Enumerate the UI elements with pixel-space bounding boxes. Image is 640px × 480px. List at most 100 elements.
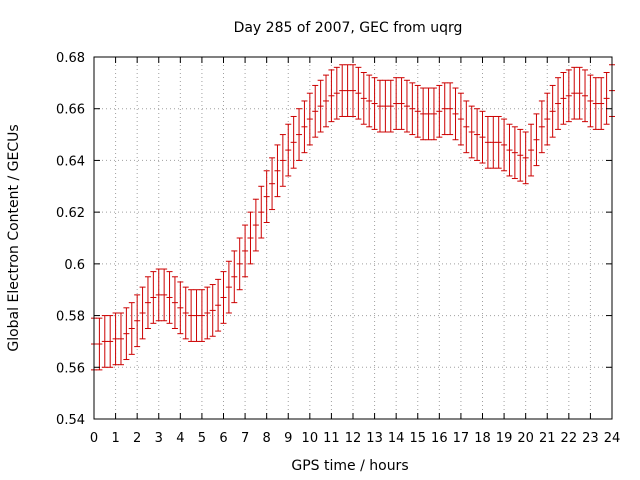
- error-bar-point: [161, 268, 168, 322]
- x-tick-label: 18: [474, 431, 491, 446]
- error-bar-point: [463, 100, 470, 154]
- error-bar-point: [376, 79, 383, 133]
- x-tick-label: 0: [90, 431, 98, 446]
- x-tick-label: 24: [604, 431, 621, 446]
- error-bar-point: [339, 64, 346, 117]
- y-tick-label: 0.56: [56, 361, 85, 376]
- y-tick-label: 0.66: [56, 103, 85, 118]
- x-tick-label: 14: [388, 431, 405, 446]
- axis-ticks: [93, 56, 613, 420]
- error-bar-point: [592, 77, 599, 130]
- x-tick-label: 19: [496, 431, 513, 446]
- error-bar-point: [301, 100, 308, 154]
- error-bar-point: [544, 92, 551, 146]
- error-bar-point: [409, 82, 416, 136]
- error-bar-point: [517, 128, 524, 182]
- x-tick-label: 6: [219, 431, 227, 446]
- x-tick-label: 4: [176, 431, 184, 446]
- error-bar-point: [430, 87, 437, 141]
- error-bar-point: [598, 77, 605, 130]
- y-tick-label: 0.6: [64, 258, 85, 273]
- y-tick-label: 0.54: [56, 413, 85, 428]
- y-tick-label: 0.68: [56, 51, 85, 66]
- x-tick-label: 9: [284, 431, 292, 446]
- error-bar-point: [506, 123, 513, 177]
- error-bar-point: [231, 250, 238, 304]
- error-bar-point: [360, 72, 367, 125]
- error-bar-point: [571, 66, 578, 120]
- error-bar-point: [501, 118, 508, 172]
- error-bar-point: [490, 115, 497, 169]
- error-bar-point: [112, 312, 119, 366]
- error-bar-point: [555, 77, 562, 130]
- error-bar-series: [91, 64, 615, 371]
- error-bar-point: [582, 69, 589, 123]
- chart-title: Day 285 of 2007, GEC from uqrg: [234, 20, 463, 36]
- error-bar-point: [457, 92, 464, 146]
- error-bar-point: [565, 69, 572, 123]
- error-bar-point: [204, 286, 211, 340]
- error-bar-point: [247, 211, 254, 265]
- y-tick-label: 0.58: [56, 310, 85, 325]
- error-bar-point: [387, 79, 394, 133]
- error-bar-point: [134, 294, 141, 348]
- error-bar-point: [474, 108, 481, 161]
- error-bar-point: [328, 69, 335, 123]
- error-bar-point: [560, 72, 567, 125]
- error-bar-point: [323, 74, 330, 128]
- y-tick-label: 0.64: [56, 154, 85, 169]
- error-bar-point: [495, 115, 502, 169]
- error-bar-point: [371, 77, 378, 130]
- error-bar-point: [290, 115, 297, 169]
- x-tick-label: 22: [561, 431, 578, 446]
- x-tick-label: 13: [366, 431, 383, 446]
- error-bar-point: [576, 66, 583, 120]
- x-tick-label: 17: [453, 431, 470, 446]
- error-bar-point: [398, 77, 405, 130]
- error-bar-point: [171, 276, 178, 329]
- error-bar-point: [274, 144, 281, 198]
- error-bar-point: [528, 123, 535, 177]
- y-tick-labels: 0.54 0.56 0.58 0.6 0.62 0.64 0.66 0.68: [56, 51, 85, 428]
- error-bar-point: [484, 115, 491, 169]
- x-tick-label: 3: [155, 431, 163, 446]
- y-tick-label: 0.62: [56, 206, 85, 221]
- error-bar-point: [296, 108, 303, 161]
- error-bar-point: [198, 289, 205, 342]
- error-bar-point: [263, 170, 270, 223]
- x-tick-label: 21: [539, 431, 556, 446]
- error-bar-point: [188, 289, 195, 342]
- error-bar-point: [209, 284, 216, 337]
- x-tick-label: 23: [582, 431, 599, 446]
- error-bar-point: [269, 157, 276, 211]
- x-tick-label: 2: [133, 431, 141, 446]
- error-bar-point: [155, 268, 162, 322]
- error-bar-point: [441, 82, 448, 136]
- error-bar-point: [285, 123, 292, 177]
- error-bar-point: [436, 84, 443, 138]
- error-bar-point: [123, 307, 130, 361]
- error-bar-point: [355, 66, 362, 120]
- error-bar-point: [549, 84, 556, 138]
- error-bar-point: [182, 286, 189, 340]
- error-bar-point: [420, 87, 427, 141]
- error-bar-point: [215, 278, 222, 332]
- error-bar-point: [425, 87, 432, 141]
- x-tick-label: 10: [302, 431, 319, 446]
- error-bar-point: [117, 312, 124, 366]
- error-bar-point: [279, 134, 286, 187]
- error-bar-point: [128, 302, 135, 355]
- x-tick-label: 8: [263, 431, 271, 446]
- error-bar-point: [107, 315, 114, 368]
- error-bar-point: [603, 72, 610, 125]
- y-axis-title: Global Electron Content / GECUs: [6, 124, 22, 351]
- x-tick-label: 12: [345, 431, 362, 446]
- error-bar-point: [101, 315, 108, 368]
- error-bar-point: [533, 113, 540, 167]
- error-bar-point: [538, 100, 545, 154]
- error-bar-point: [220, 271, 227, 324]
- error-bar-point: [193, 289, 200, 342]
- error-bar-point: [403, 79, 410, 133]
- error-bar-point: [587, 74, 594, 128]
